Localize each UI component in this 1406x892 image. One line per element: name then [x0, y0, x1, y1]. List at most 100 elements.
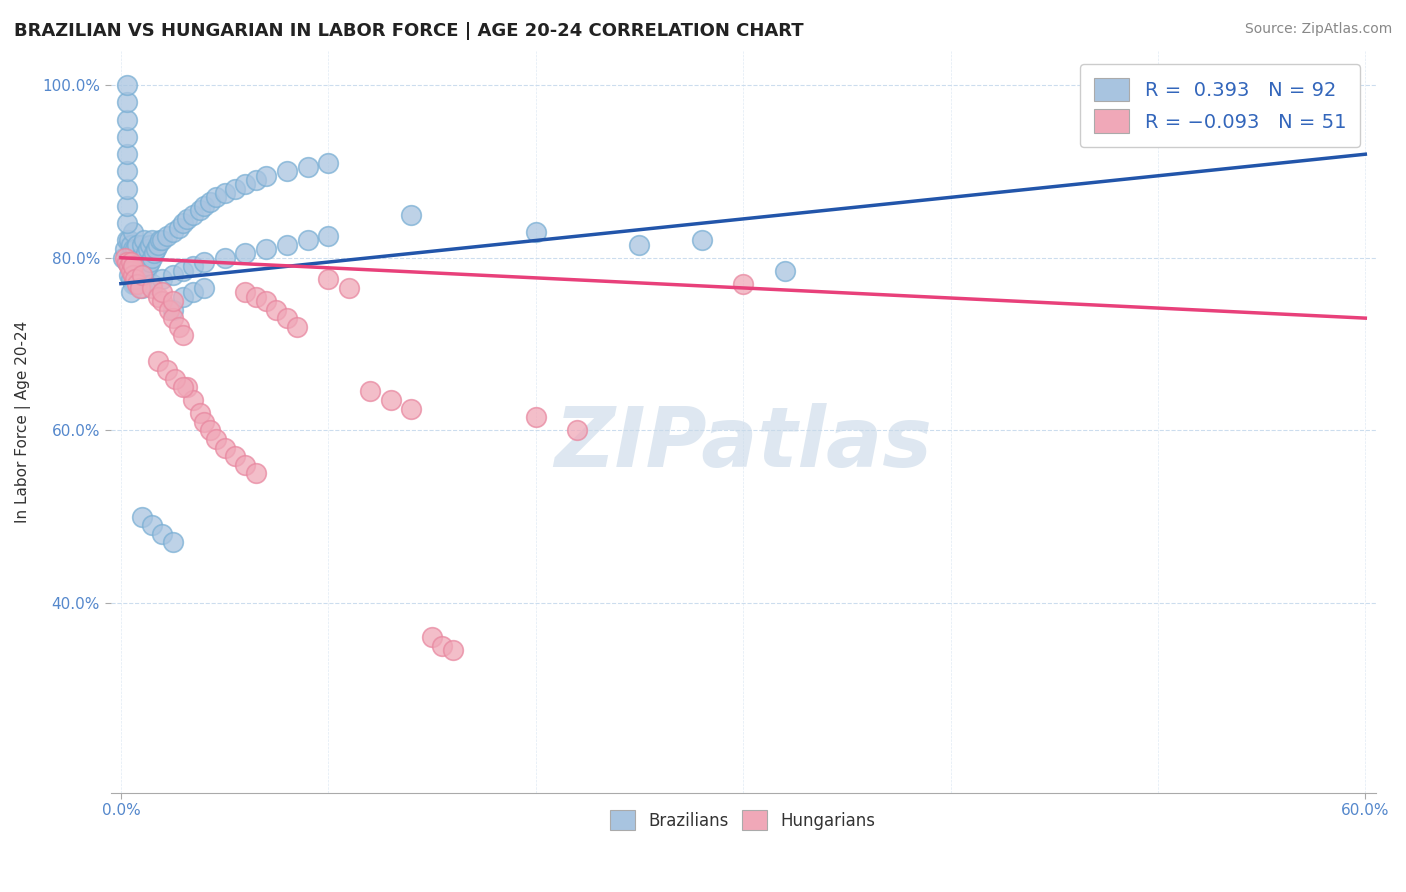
Point: [176, 380, 198, 394]
Point: [773, 263, 796, 277]
Point: [115, 78, 138, 93]
Point: [198, 423, 221, 437]
Point: [524, 225, 547, 239]
Point: [193, 281, 215, 295]
Point: [148, 289, 170, 303]
Point: [120, 263, 142, 277]
Point: [135, 263, 157, 277]
Point: [172, 289, 194, 303]
Point: [316, 156, 339, 170]
Point: [141, 277, 163, 291]
Point: [148, 237, 170, 252]
Point: [114, 242, 136, 256]
Point: [1250, 87, 1272, 101]
Point: [127, 255, 149, 269]
Point: [214, 441, 236, 455]
Point: [205, 432, 228, 446]
Point: [276, 164, 298, 178]
Point: [115, 216, 138, 230]
Point: [254, 242, 277, 256]
Point: [162, 225, 184, 239]
Point: [111, 251, 134, 265]
Point: [188, 203, 211, 218]
Point: [172, 216, 194, 230]
Point: [136, 242, 159, 256]
Point: [127, 277, 149, 291]
Point: [150, 272, 173, 286]
Point: [276, 311, 298, 326]
Point: [628, 237, 651, 252]
Point: [245, 173, 267, 187]
Point: [131, 272, 153, 286]
Point: [115, 234, 138, 248]
Point: [127, 272, 149, 286]
Point: [149, 234, 172, 248]
Point: [401, 401, 423, 416]
Point: [124, 272, 146, 286]
Point: [115, 182, 138, 196]
Point: [135, 246, 157, 260]
Point: [316, 272, 339, 286]
Point: [162, 268, 184, 282]
Point: [337, 281, 360, 295]
Point: [276, 237, 298, 252]
Point: [233, 178, 256, 192]
Point: [141, 281, 163, 295]
Point: [141, 251, 163, 265]
Point: [432, 639, 454, 653]
Point: [122, 260, 145, 274]
Point: [224, 449, 246, 463]
Point: [141, 518, 163, 533]
Point: [176, 211, 198, 226]
Point: [131, 268, 153, 282]
Point: [193, 199, 215, 213]
Point: [245, 289, 267, 303]
Point: [380, 393, 402, 408]
Point: [183, 260, 205, 274]
Point: [183, 208, 205, 222]
Point: [245, 467, 267, 481]
Point: [183, 393, 205, 408]
Text: ZIPatlas: ZIPatlas: [554, 403, 932, 484]
Point: [167, 319, 190, 334]
Point: [115, 164, 138, 178]
Point: [141, 234, 163, 248]
Point: [163, 371, 186, 385]
Point: [162, 293, 184, 308]
Point: [122, 225, 145, 239]
Point: [266, 302, 288, 317]
Point: [120, 255, 142, 269]
Point: [148, 354, 170, 368]
Point: [120, 255, 142, 269]
Point: [162, 311, 184, 326]
Point: [233, 285, 256, 300]
Point: [441, 643, 464, 657]
Point: [132, 251, 155, 265]
Point: [155, 363, 177, 377]
Point: [120, 285, 142, 300]
Point: [205, 190, 228, 204]
Point: [122, 277, 145, 291]
Point: [120, 272, 142, 286]
Point: [115, 255, 138, 269]
Y-axis label: In Labor Force | Age 20-24: In Labor Force | Age 20-24: [15, 320, 31, 523]
Point: [285, 319, 308, 334]
Point: [157, 302, 180, 317]
Point: [214, 251, 236, 265]
Point: [401, 208, 423, 222]
Point: [214, 186, 236, 200]
Point: [162, 535, 184, 549]
Point: [183, 285, 205, 300]
Point: [127, 237, 149, 252]
Point: [114, 251, 136, 265]
Point: [120, 237, 142, 252]
Point: [115, 147, 138, 161]
Text: Source: ZipAtlas.com: Source: ZipAtlas.com: [1244, 22, 1392, 37]
Point: [131, 281, 153, 295]
Point: [162, 302, 184, 317]
Point: [733, 277, 755, 291]
Point: [150, 526, 173, 541]
Point: [118, 260, 141, 274]
Point: [131, 509, 153, 524]
Point: [150, 293, 173, 308]
